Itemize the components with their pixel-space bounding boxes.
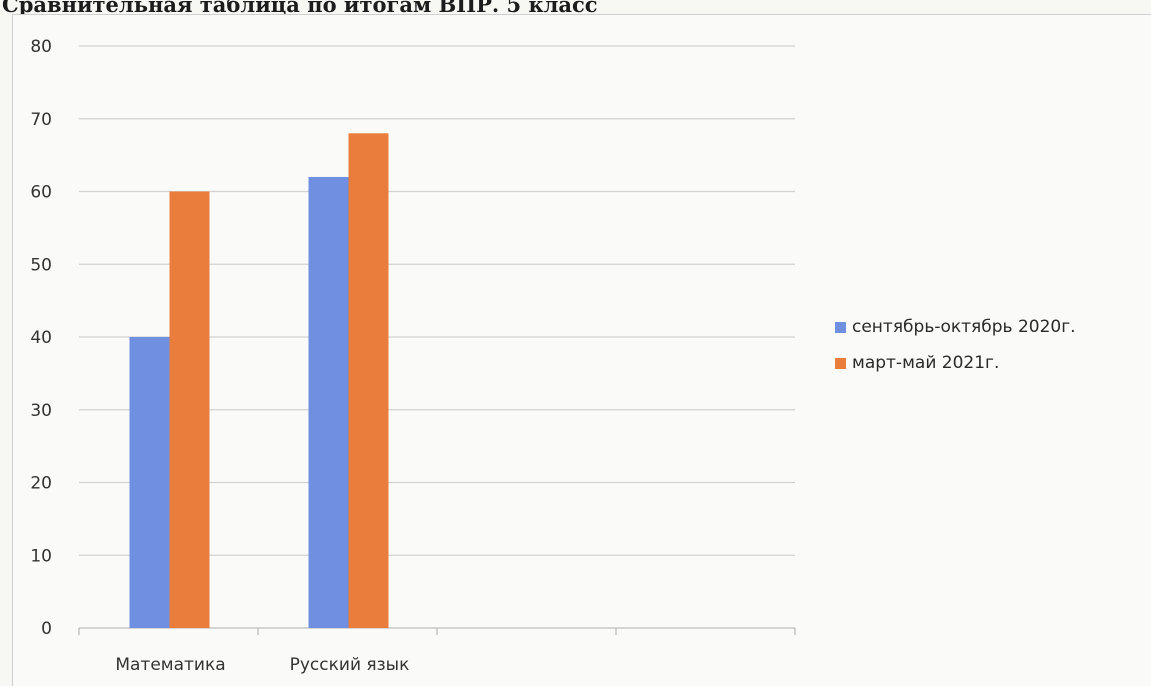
legend-item: март-май 2021г. [835, 352, 1076, 374]
y-tick-label: 10 [30, 546, 52, 566]
bar [169, 191, 210, 628]
y-tick-label: 0 [41, 619, 52, 639]
bar [308, 176, 349, 628]
legend-swatch [835, 321, 846, 333]
bar [129, 337, 170, 628]
y-tick-label: 30 [30, 401, 52, 421]
y-tick-label: 50 [30, 255, 52, 275]
bar [348, 133, 389, 629]
y-tick-label: 80 [30, 37, 52, 57]
legend-label: март-май 2021г. [852, 353, 1000, 373]
page-title: Сравнительная таблица по итогам ВПР. 5 к… [2, 0, 598, 17]
y-tick-label: 40 [30, 328, 52, 348]
legend-item: сентябрь-октябрь 2020г. [835, 316, 1076, 338]
y-tick-label: 70 [30, 110, 52, 130]
y-tick-label: 20 [30, 474, 52, 494]
x-tick-label: Математика [115, 655, 225, 675]
y-tick-label: 60 [30, 183, 52, 203]
legend-swatch [835, 357, 846, 369]
legend: сентябрь-октябрь 2020г. март-май 2021г. [835, 316, 1076, 388]
x-tick-label: Русский язык [290, 655, 410, 675]
legend-label: сентябрь-октябрь 2020г. [852, 317, 1076, 337]
